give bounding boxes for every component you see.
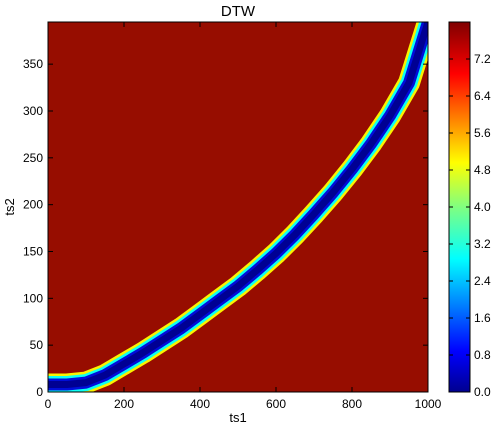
colorbar-axis: 0.0 0.8 1.6 2.4 3.2 4.0 4.8 5.6 6.4 7.2 [449, 52, 491, 399]
colorbar-tick-label: 1.6 [474, 311, 491, 325]
chart-title: DTW [221, 3, 256, 20]
colorbar-tick-label: 4.0 [474, 200, 491, 214]
colorbar-tick-label: 2.4 [474, 274, 491, 288]
x-tick-label: 800 [342, 397, 362, 411]
plot-frame [47, 21, 429, 393]
warping-path-core [48, 22, 428, 388]
y-axis: 0 50 100 150 200 250 300 350 [23, 57, 428, 399]
warping-path-band [48, 22, 428, 392]
y-tick-label: 350 [23, 57, 43, 71]
colorbar-tick-label: 7.2 [474, 52, 491, 66]
x-tick-label: 600 [266, 397, 286, 411]
colorbar-tick-label: 3.2 [474, 237, 491, 251]
colorbar-tick-label: 0.0 [474, 385, 491, 399]
x-tick-label: 200 [114, 397, 134, 411]
heatmap-area [48, 22, 428, 392]
y-axis-label: ts2 [2, 198, 17, 215]
y-tick-label: 0 [36, 385, 43, 399]
colorbar-tick-label: 0.8 [474, 348, 491, 362]
y-tick-label: 50 [30, 338, 44, 352]
colorbar-tick-label: 4.8 [474, 163, 491, 177]
colorbar-tick-label: 5.6 [474, 126, 491, 140]
y-tick-label: 200 [23, 198, 43, 212]
x-tick-label: 1000 [415, 397, 442, 411]
y-tick-label: 100 [23, 291, 43, 305]
colorbar-tick-label: 6.4 [474, 89, 491, 103]
x-axis: 0 200 400 600 800 1000 [45, 22, 442, 411]
y-tick-label: 250 [23, 151, 43, 165]
heatmap-background [48, 22, 428, 392]
y-tick-label: 150 [23, 244, 43, 258]
x-tick-label: 0 [45, 397, 52, 411]
x-tick-label: 400 [190, 397, 210, 411]
y-tick-label: 300 [23, 104, 43, 118]
x-axis-label: ts1 [229, 410, 246, 425]
